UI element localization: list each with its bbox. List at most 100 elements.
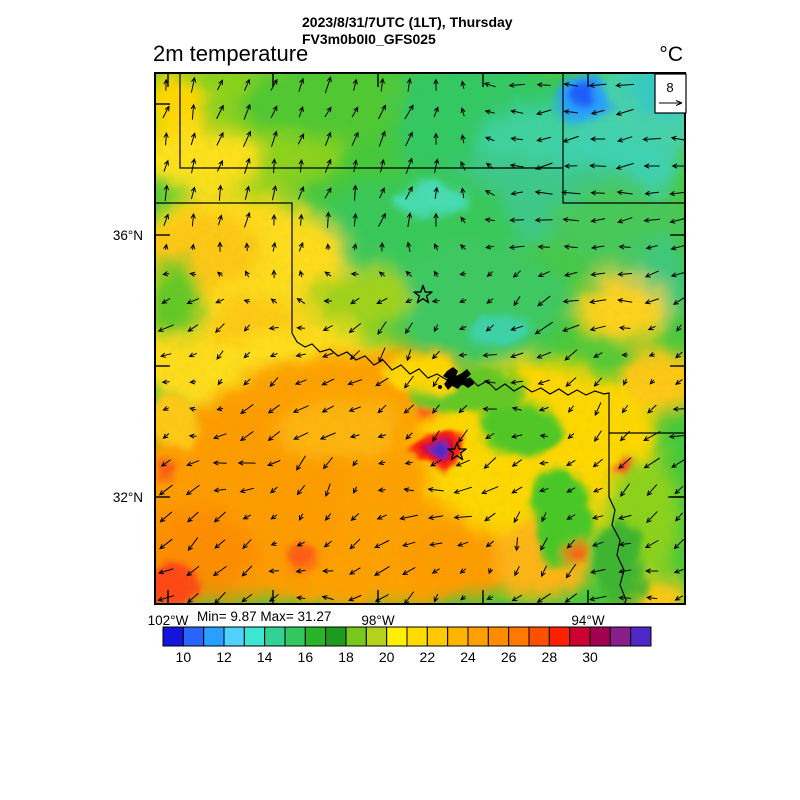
wind-arrow bbox=[671, 458, 685, 468]
wind-arrow bbox=[433, 270, 439, 277]
wind-arrow bbox=[562, 298, 579, 304]
wind-arrow bbox=[563, 244, 578, 250]
wind-arrow bbox=[216, 271, 223, 277]
wind-arrow bbox=[244, 270, 250, 278]
wind-arrow bbox=[460, 134, 466, 144]
wind-arrow bbox=[460, 160, 466, 171]
wind-arrow bbox=[534, 217, 553, 223]
wind-arrow bbox=[460, 80, 466, 89]
wind-arrow bbox=[216, 104, 224, 119]
wind-arrow bbox=[188, 433, 197, 439]
lon-label: 94°W bbox=[571, 613, 604, 628]
wind-arrow bbox=[432, 430, 440, 442]
colorbar-segment bbox=[162, 626, 184, 647]
colorbar-segment bbox=[304, 626, 327, 647]
wind-arrow bbox=[645, 568, 659, 574]
wind-arrow bbox=[378, 271, 385, 277]
units-label: °C bbox=[659, 43, 683, 66]
wind-arrow bbox=[620, 483, 630, 498]
wind-arrow bbox=[565, 377, 577, 387]
wind-arrow bbox=[159, 511, 172, 523]
wind-arrow bbox=[511, 406, 522, 412]
wind-arrow bbox=[298, 106, 304, 118]
wind-arrow bbox=[242, 539, 252, 550]
colorbar-segment bbox=[406, 626, 428, 647]
wind-arrow bbox=[486, 271, 493, 277]
wind-arrow bbox=[563, 163, 578, 169]
wind-arrow bbox=[536, 593, 551, 603]
wind-arrow bbox=[484, 190, 495, 196]
wind-arrow bbox=[674, 485, 684, 495]
wind-arrow bbox=[162, 433, 170, 440]
wind-arrow bbox=[191, 186, 196, 200]
wind-arrow bbox=[163, 184, 169, 201]
lake-dot bbox=[438, 385, 442, 389]
wind-arrow bbox=[321, 378, 335, 386]
wind-arrow bbox=[325, 131, 332, 146]
wind-arrow bbox=[324, 513, 331, 521]
wind-arrow bbox=[378, 130, 386, 147]
wind-arrow bbox=[352, 243, 358, 251]
wind-arrow bbox=[240, 404, 254, 415]
wind-arrow bbox=[672, 297, 685, 305]
wind-arrow bbox=[296, 541, 305, 547]
wind-arrow bbox=[376, 298, 388, 305]
city-star bbox=[413, 284, 433, 304]
wind-arrow bbox=[514, 537, 520, 552]
wind-arrow bbox=[322, 568, 334, 574]
wind-arrow bbox=[296, 325, 306, 331]
wind-arrow bbox=[324, 106, 332, 118]
colorbar: 10 12 14 16 18 20 22 24 26 28 30 bbox=[162, 626, 652, 665]
wind-arrow bbox=[484, 512, 496, 522]
colorbar-segment bbox=[528, 626, 550, 647]
wind-arrow bbox=[510, 190, 523, 196]
wind-arrow bbox=[427, 487, 444, 493]
wind-arrow bbox=[486, 595, 494, 600]
wind-arrow bbox=[267, 404, 280, 414]
wind-arrow bbox=[405, 131, 413, 147]
wind-arrow bbox=[349, 567, 361, 575]
wind-arrow bbox=[244, 185, 251, 200]
wind-reference-arrow bbox=[659, 100, 683, 106]
wind-arrow bbox=[616, 190, 633, 195]
wind-arrow bbox=[189, 379, 197, 385]
wind-arrow bbox=[348, 323, 361, 334]
wind-arrow bbox=[271, 241, 277, 252]
wind-arrow bbox=[618, 457, 632, 469]
wind-arrow bbox=[646, 484, 658, 497]
wind-arrow bbox=[433, 243, 439, 251]
wind-arrow bbox=[460, 595, 466, 601]
wind-arrow bbox=[405, 432, 413, 440]
wind-arrow bbox=[483, 82, 496, 88]
wind-arrow bbox=[352, 212, 358, 227]
wind-arrow bbox=[186, 460, 200, 467]
wind-arrow bbox=[676, 324, 682, 332]
wind-arrow bbox=[374, 540, 390, 548]
colorbar-segment bbox=[569, 626, 591, 647]
colorbar-segment bbox=[264, 626, 286, 647]
wind-arrow bbox=[216, 406, 224, 412]
wind-arrow bbox=[483, 457, 497, 469]
wind-arrow bbox=[270, 486, 278, 494]
wind-arrow bbox=[163, 213, 169, 226]
wind-arrow bbox=[433, 593, 439, 603]
wind-arrow bbox=[323, 298, 332, 304]
wind-arrow bbox=[510, 352, 524, 359]
wind-arrow bbox=[617, 217, 633, 224]
wind-arrow bbox=[590, 271, 606, 277]
wind-arrow bbox=[267, 460, 281, 467]
wind-arrow bbox=[539, 487, 549, 493]
wind-arrow bbox=[508, 82, 525, 88]
wind-arrow bbox=[430, 459, 442, 467]
wind-arrow bbox=[644, 190, 659, 196]
wind-arrow bbox=[269, 377, 279, 388]
wind-arrow bbox=[537, 271, 550, 277]
wind-arrow bbox=[485, 540, 494, 548]
wind-arrow bbox=[348, 406, 361, 412]
wind-arrow bbox=[296, 297, 306, 304]
wind-arrow bbox=[352, 459, 358, 467]
longitude-labels: 102°W 98°W 94°W bbox=[148, 613, 605, 628]
wind-arrow bbox=[593, 352, 603, 358]
wind-arrow bbox=[618, 325, 631, 331]
wind-arrow bbox=[378, 212, 386, 227]
